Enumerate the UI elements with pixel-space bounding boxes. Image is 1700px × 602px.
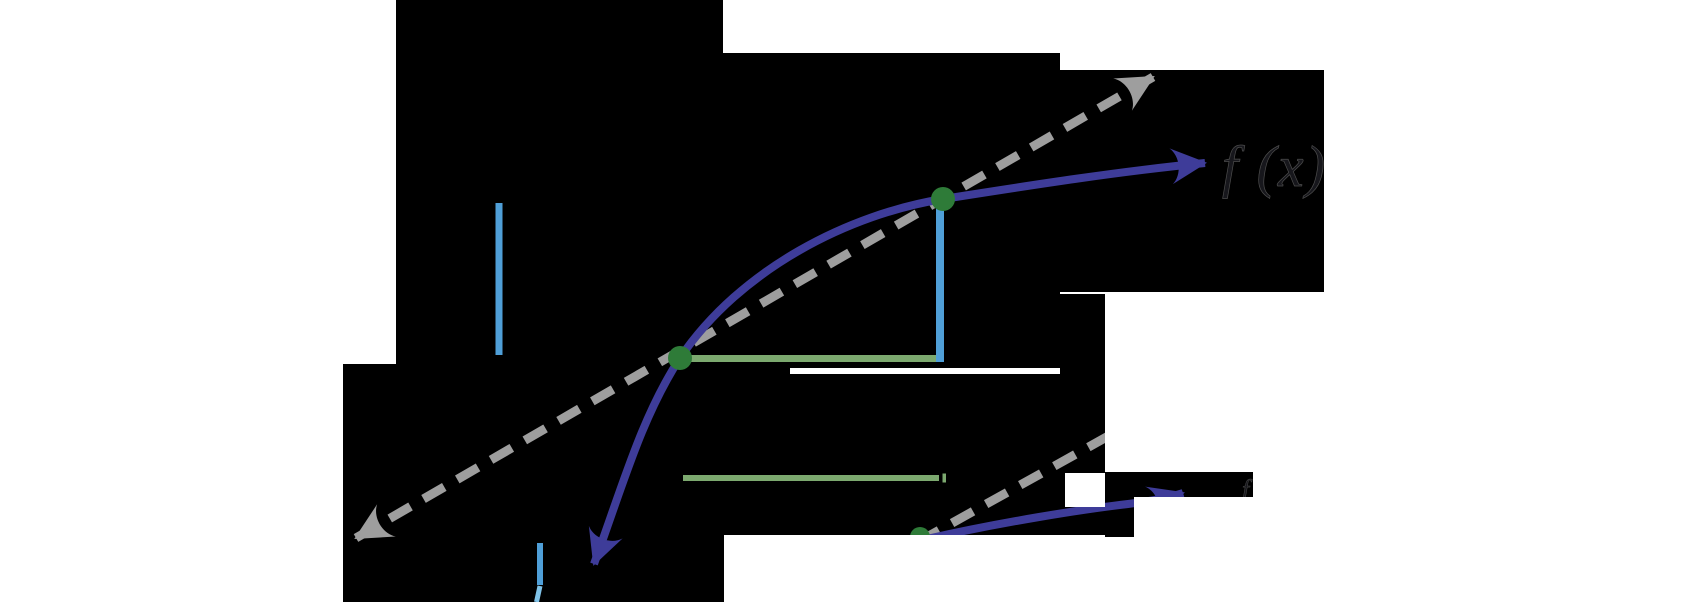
vertical-measure-stub-tail bbox=[534, 585, 543, 602]
panel-bottom-left bbox=[343, 364, 724, 602]
page-gap-sliver bbox=[790, 368, 1060, 374]
function-label: f (x) bbox=[1222, 134, 1327, 199]
interval-end-tick bbox=[942, 473, 946, 483]
page-gap-notch bbox=[1065, 473, 1105, 507]
point-lower bbox=[668, 346, 692, 370]
function-label-fragment: f bbox=[1242, 475, 1253, 504]
point-fragment bbox=[910, 527, 930, 547]
panel-top-left bbox=[396, 0, 723, 364]
vertical-measure-stub bbox=[537, 543, 543, 585]
function-curve bbox=[588, 148, 1207, 566]
panel-bottom-center bbox=[724, 294, 1105, 535]
point-upper bbox=[931, 187, 955, 211]
figure-panels bbox=[343, 0, 1324, 602]
page-gaps bbox=[790, 368, 1105, 507]
